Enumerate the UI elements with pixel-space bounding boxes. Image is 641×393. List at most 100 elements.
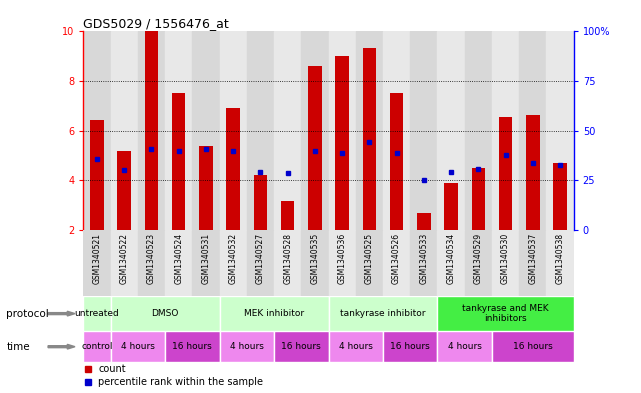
Bar — [247, 230, 274, 296]
Bar — [301, 230, 329, 296]
Text: tankyrase inhibitor: tankyrase inhibitor — [340, 309, 426, 318]
Bar — [438, 331, 492, 362]
Bar — [165, 331, 219, 362]
Bar — [465, 31, 492, 230]
Bar — [111, 296, 219, 331]
Bar — [301, 31, 329, 230]
Bar — [546, 31, 574, 230]
Bar — [499, 117, 512, 230]
Bar — [335, 56, 349, 230]
Text: 16 hours: 16 hours — [172, 342, 212, 351]
Bar — [111, 331, 165, 362]
Bar — [83, 230, 111, 296]
Text: GSM1340529: GSM1340529 — [474, 233, 483, 284]
Text: count: count — [98, 364, 126, 374]
Bar — [138, 31, 165, 230]
Bar — [329, 31, 356, 230]
Bar — [492, 31, 519, 230]
Bar — [254, 175, 267, 230]
Bar — [410, 230, 438, 296]
Text: GSM1340530: GSM1340530 — [501, 233, 510, 285]
Bar — [465, 230, 492, 296]
Text: 16 hours: 16 hours — [390, 342, 430, 351]
Bar — [219, 230, 247, 296]
Bar — [199, 145, 213, 230]
Bar — [192, 230, 219, 296]
Text: percentile rank within the sample: percentile rank within the sample — [98, 377, 263, 387]
Bar — [356, 31, 383, 230]
Text: GSM1340522: GSM1340522 — [120, 233, 129, 284]
Text: GSM1340523: GSM1340523 — [147, 233, 156, 284]
Bar — [519, 230, 546, 296]
Text: GSM1340527: GSM1340527 — [256, 233, 265, 284]
Text: GSM1340525: GSM1340525 — [365, 233, 374, 284]
Bar — [111, 230, 138, 296]
Bar — [390, 94, 403, 230]
Text: untreated: untreated — [74, 309, 119, 318]
Text: GSM1340537: GSM1340537 — [528, 233, 537, 285]
Bar — [492, 331, 574, 362]
Bar — [553, 163, 567, 230]
Text: GSM1340524: GSM1340524 — [174, 233, 183, 284]
Bar — [472, 168, 485, 230]
Bar — [83, 331, 111, 362]
Bar — [383, 230, 410, 296]
Bar — [281, 201, 294, 230]
Bar — [274, 31, 301, 230]
Text: GSM1340534: GSM1340534 — [447, 233, 456, 285]
Text: protocol: protocol — [6, 309, 49, 319]
Bar — [165, 230, 192, 296]
Bar — [117, 151, 131, 230]
Text: 16 hours: 16 hours — [513, 342, 553, 351]
Bar — [329, 230, 356, 296]
Bar — [329, 331, 383, 362]
Text: time: time — [6, 342, 30, 352]
Text: 4 hours: 4 hours — [339, 342, 372, 351]
Text: GDS5029 / 1556476_at: GDS5029 / 1556476_at — [83, 17, 229, 30]
Text: DMSO: DMSO — [151, 309, 179, 318]
Bar — [438, 296, 574, 331]
Text: control: control — [81, 342, 113, 351]
Text: 16 hours: 16 hours — [281, 342, 321, 351]
Text: GSM1340535: GSM1340535 — [310, 233, 319, 285]
Text: GSM1340536: GSM1340536 — [338, 233, 347, 285]
Bar — [111, 31, 138, 230]
Bar — [145, 31, 158, 230]
Bar — [165, 31, 192, 230]
Bar — [172, 94, 185, 230]
Bar — [219, 296, 329, 331]
Bar — [519, 31, 546, 230]
Text: tankyrase and MEK
inhibitors: tankyrase and MEK inhibitors — [462, 304, 549, 323]
Bar — [438, 230, 465, 296]
Bar — [383, 331, 438, 362]
Text: MEK inhibitor: MEK inhibitor — [244, 309, 304, 318]
Bar — [410, 31, 438, 230]
Text: GSM1340528: GSM1340528 — [283, 233, 292, 284]
Text: GSM1340538: GSM1340538 — [556, 233, 565, 284]
Bar — [219, 331, 274, 362]
Text: 4 hours: 4 hours — [448, 342, 481, 351]
Text: GSM1340532: GSM1340532 — [229, 233, 238, 284]
Bar — [546, 230, 574, 296]
Bar — [247, 31, 274, 230]
Bar — [363, 48, 376, 230]
Text: GSM1340533: GSM1340533 — [419, 233, 428, 285]
Bar — [417, 213, 431, 230]
Bar — [329, 296, 438, 331]
Bar — [356, 230, 383, 296]
Bar — [308, 66, 322, 230]
Bar — [274, 331, 329, 362]
Bar — [438, 31, 465, 230]
Bar — [219, 31, 247, 230]
Bar — [192, 31, 219, 230]
Bar — [383, 31, 410, 230]
Bar — [526, 114, 540, 230]
Bar — [492, 230, 519, 296]
Text: GSM1340531: GSM1340531 — [201, 233, 210, 284]
Bar — [226, 108, 240, 230]
Bar — [444, 183, 458, 230]
Bar — [83, 31, 111, 230]
Bar — [83, 296, 111, 331]
Text: GSM1340526: GSM1340526 — [392, 233, 401, 284]
Text: 4 hours: 4 hours — [230, 342, 263, 351]
